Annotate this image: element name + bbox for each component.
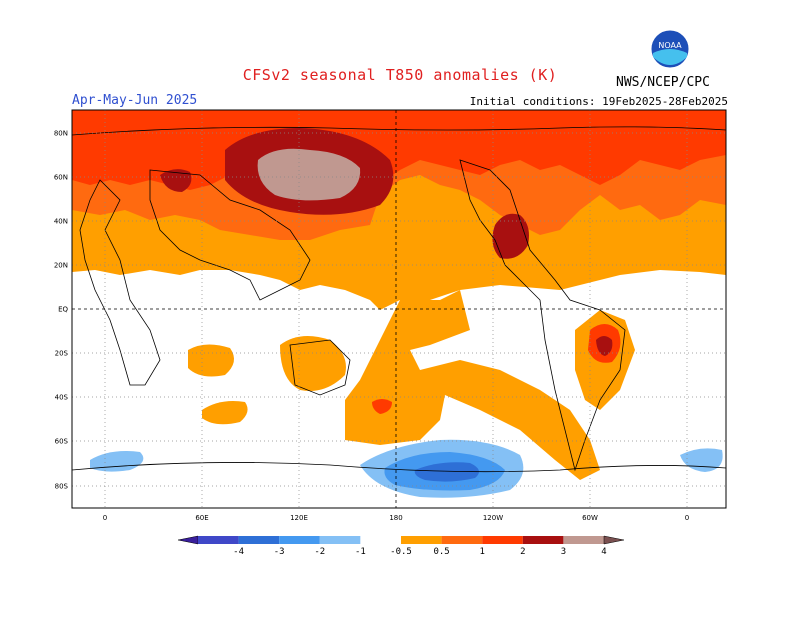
warm-region-south-america-3	[596, 336, 613, 356]
colorbar-segment	[401, 536, 442, 544]
colorbar-segment	[441, 536, 483, 544]
lon-label: 60W	[582, 514, 598, 522]
graticule	[72, 110, 726, 508]
lat-label: 80S	[55, 483, 69, 491]
lat-label: 20N	[54, 262, 68, 270]
initial-conditions: Initial conditions: 19Feb2025-28Feb2025	[469, 95, 728, 108]
colorbar: -4 -3 -2 -1 -0.5 0.5 1 2 3 4	[177, 535, 625, 557]
warm-region-australia	[280, 336, 346, 391]
colorbar-arrow-right	[603, 535, 625, 545]
colorbar-segment	[319, 536, 361, 544]
lon-label: 0	[685, 514, 689, 522]
colorbar-label: 4	[601, 547, 606, 557]
plot-frame	[71, 109, 727, 509]
warm-region-namerica-3	[492, 213, 529, 259]
colorbar-arrow-left	[177, 535, 199, 545]
warm-region-south-indian	[202, 401, 248, 425]
colorbar-segment	[238, 536, 280, 544]
latitude-labels: 80N 60N 40N 20N EQ 20S 40S 60S 80S	[54, 130, 69, 491]
lon-label: 120W	[483, 514, 503, 522]
lat-label: 60N	[54, 174, 68, 182]
coastlines	[72, 126, 726, 473]
colorbar-label: 1	[479, 547, 484, 557]
anomaly-field	[72, 110, 726, 508]
agency-label: NWS/NCEP/CPC	[616, 75, 710, 90]
colorbar-segment	[279, 536, 320, 544]
noaa-logo: NOAA	[650, 29, 690, 69]
lon-label: 0	[103, 514, 107, 522]
colorbar-label: 0.5	[433, 547, 449, 557]
warm-region-siberia-4	[257, 148, 361, 201]
colorbar-segment	[482, 536, 523, 544]
lat-label: 20S	[55, 350, 69, 358]
lat-label: 40N	[54, 218, 68, 226]
colorbar-segment	[360, 536, 401, 544]
colorbar-label: 2	[520, 547, 525, 557]
warm-region-asia-3	[160, 169, 192, 192]
colorbar-segment	[522, 536, 564, 544]
lat-label: EQ	[58, 306, 68, 314]
warm-region-south-2	[372, 399, 392, 414]
lat-label: 60S	[55, 438, 69, 446]
lon-label: 120E	[290, 514, 308, 522]
colorbar-label: -4	[233, 547, 244, 557]
colorbar-label: -2	[314, 547, 325, 557]
warm-region-indian-ocean	[188, 344, 234, 377]
colorbar-label: -0.5	[390, 547, 412, 557]
lon-label: 180	[389, 514, 402, 522]
cool-region-south-pacific-2	[414, 462, 479, 482]
chart-title: CFSv2 seasonal T850 anomalies (K)	[242, 66, 558, 84]
longitude-labels: 0 60E 120E 180 120W 60W 0	[103, 514, 689, 522]
colorbar-label: -3	[274, 547, 285, 557]
lat-label: 40S	[55, 394, 69, 402]
colorbar-label: -1	[355, 547, 366, 557]
lat-label: 80N	[54, 130, 68, 138]
colorbar-label: 3	[561, 547, 566, 557]
colorbar-segment	[198, 536, 239, 544]
logo-text: NOAA	[658, 41, 682, 50]
forecast-period: Apr-May-Jun 2025	[72, 93, 198, 108]
cool-region-west-antarctic	[90, 451, 144, 472]
lon-label: 60E	[195, 514, 208, 522]
warm-region-south-pacific	[345, 290, 600, 480]
colorbar-segment	[563, 536, 604, 544]
warm-region-north-2	[72, 110, 726, 205]
